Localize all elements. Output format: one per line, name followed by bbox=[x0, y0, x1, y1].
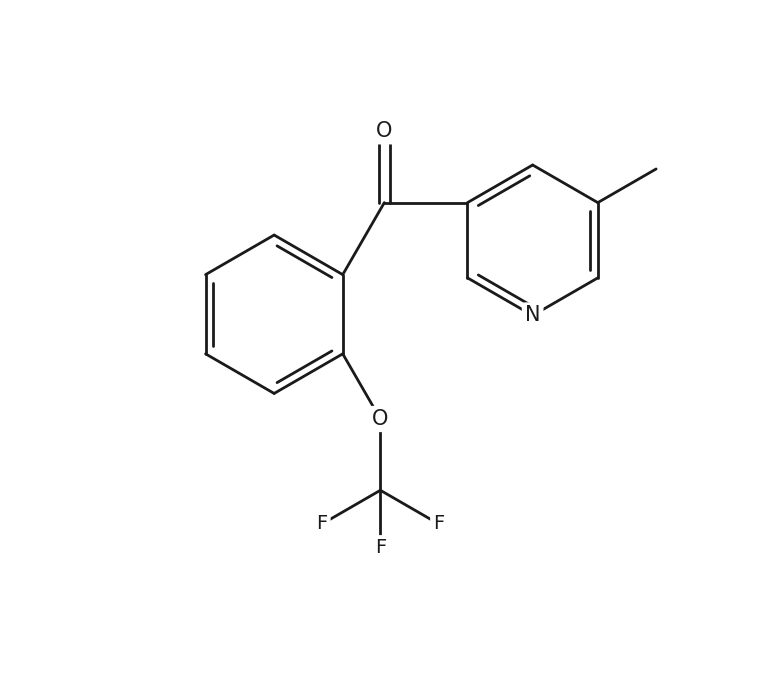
Text: F: F bbox=[317, 514, 328, 533]
Text: N: N bbox=[525, 306, 541, 325]
Text: O: O bbox=[376, 121, 393, 141]
Text: F: F bbox=[375, 538, 386, 557]
Text: O: O bbox=[372, 409, 388, 429]
Text: F: F bbox=[433, 514, 444, 533]
